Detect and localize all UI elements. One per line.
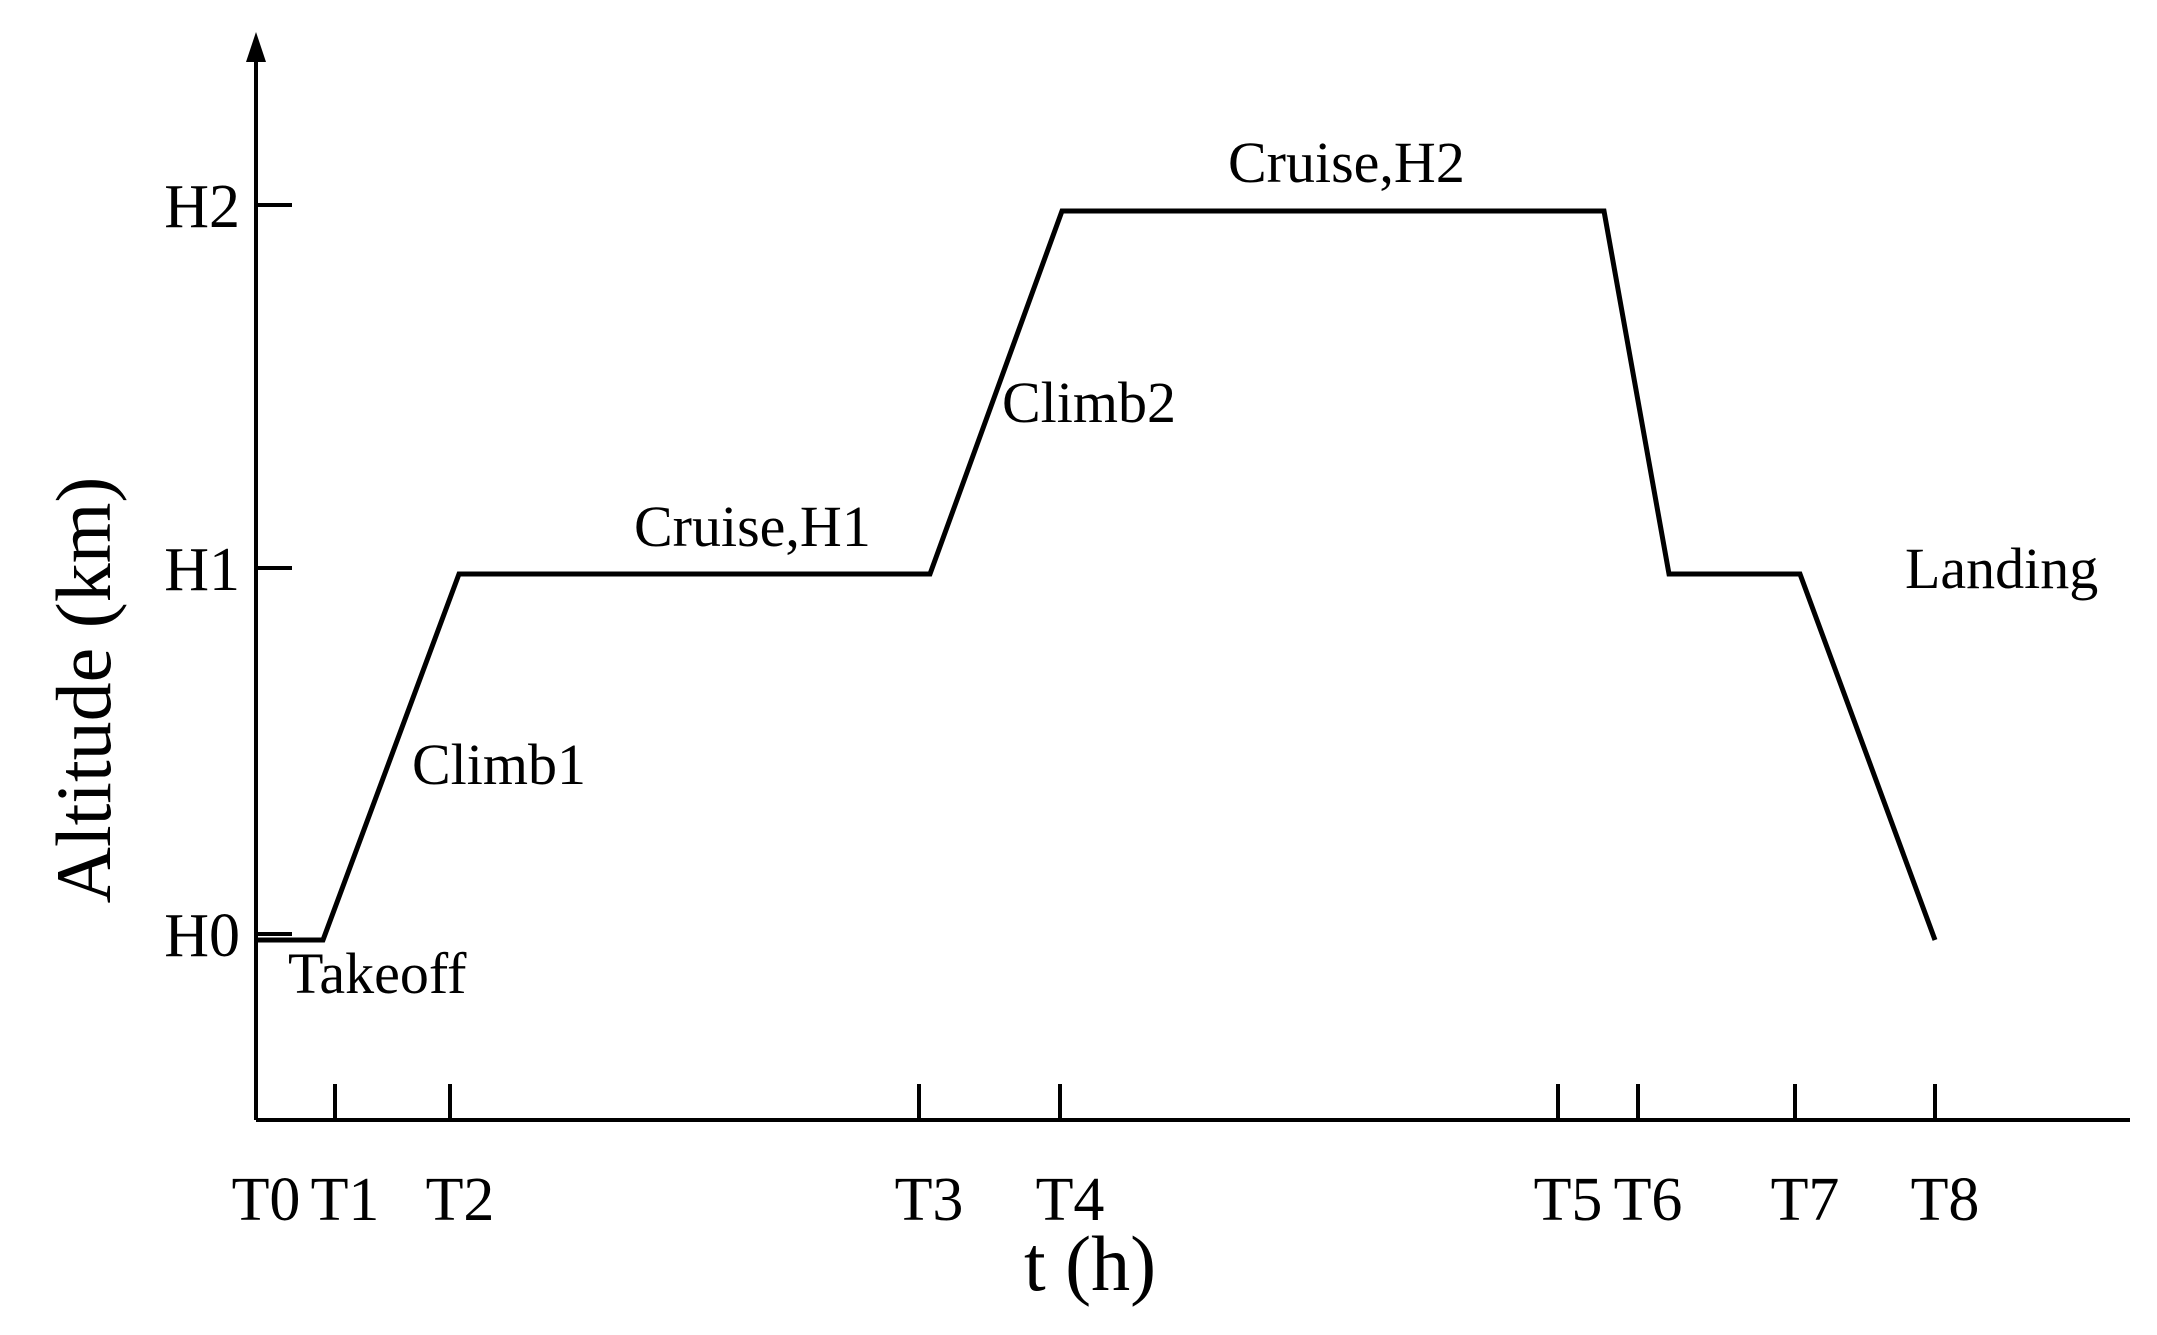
- annotation-landing: Landing: [1905, 536, 2098, 601]
- annotation-cruise-h2: Cruise,H2: [1228, 130, 1465, 195]
- y-tick-label-h1: H1: [164, 536, 240, 604]
- y-ticks: H0 H1 H2: [164, 173, 292, 970]
- series-line: [256, 208, 1938, 943]
- x-tick-label-t1: T1: [311, 1166, 380, 1234]
- y-axis-title: Altitude (km): [40, 477, 127, 904]
- x-tick-label-t0: T0: [232, 1166, 301, 1234]
- x-axis-title: t (h): [1024, 1220, 1156, 1307]
- annotation-climb1: Climb1: [412, 732, 586, 797]
- y-tick-label-h2: H2: [164, 173, 240, 241]
- x-tick-label-t6: T6: [1614, 1166, 1683, 1234]
- x-ticks: T0 T1 T2 T3 T4 T5 T6 T7 T8: [232, 1084, 1980, 1234]
- x-tick-label-t5: T5: [1534, 1166, 1603, 1234]
- x-tick-label-t2: T2: [426, 1166, 495, 1234]
- x-tick-label-t4: T4: [1036, 1166, 1105, 1234]
- y-axis-arrow-icon: [246, 32, 266, 62]
- annotation-cruise-h1: Cruise,H1: [634, 494, 871, 559]
- segment-labels: Takeoff Climb1 Cruise,H1 Climb2 Cruise,H…: [288, 130, 2098, 1006]
- annotation-takeoff: Takeoff: [288, 941, 467, 1006]
- y-tick-label-h0: H0: [164, 902, 240, 970]
- x-tick-label-t7: T7: [1771, 1166, 1840, 1234]
- x-tick-label-t3: T3: [895, 1166, 964, 1234]
- x-tick-label-t8: T8: [1911, 1166, 1980, 1234]
- annotation-climb2: Climb2: [1002, 370, 1176, 435]
